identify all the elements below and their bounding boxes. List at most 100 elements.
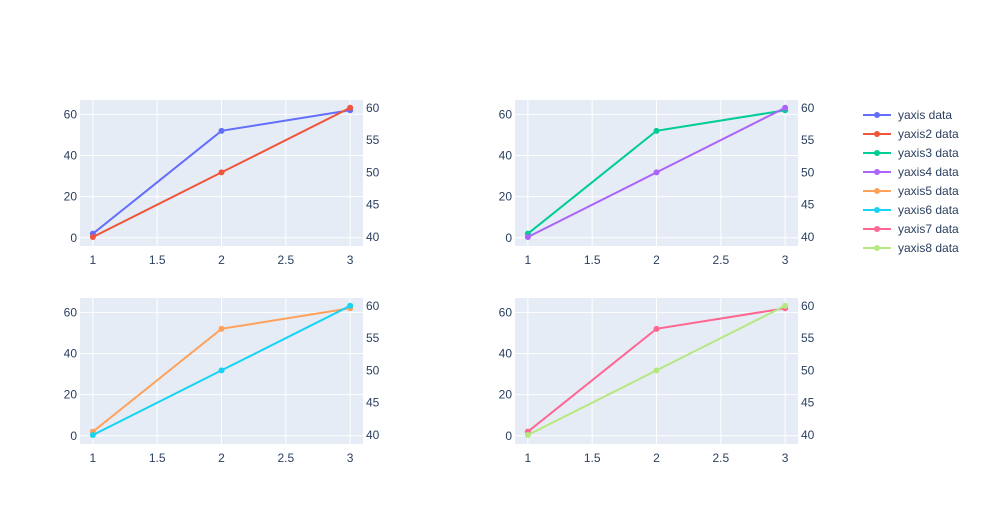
series-point [218,169,225,176]
x-tick-label: 2.5 [712,451,729,465]
legend-item: yaxis data [863,108,952,122]
legend-item: yaxis5 data [863,184,959,198]
y-left-tick-label: 40 [64,149,78,163]
y-left-tick-label: 0 [70,231,77,245]
y-right-tick-label: 50 [801,165,815,179]
x-tick-label: 1 [90,253,97,267]
y-right-tick-label: 45 [366,198,380,212]
y-right-tick-label: 60 [801,299,815,313]
y-left-tick-label: 20 [499,190,513,204]
series-point [653,127,660,134]
y-right-tick-label: 55 [366,331,380,345]
y-left-tick-label: 40 [499,347,513,361]
legend-item: yaxis2 data [863,127,959,141]
subplot-bottom-left: 1 1.5 2 2.5 3 0 20 40 60 40 45 50 55 60 [64,298,380,465]
y-left-tick-label: 60 [499,107,513,121]
x-tick-label: 3 [347,253,354,267]
x-tick-label: 1.5 [149,253,166,267]
series-point [524,431,531,438]
y-left-tick-label: 20 [64,388,78,402]
x-tick-label: 2 [653,451,660,465]
y-right-tick-label: 45 [801,198,815,212]
legend: yaxis data yaxis2 data yaxis3 data yaxis4 d… [863,108,959,255]
series-point [347,302,354,309]
series-point [89,233,96,240]
subplot-bottom-right: 1 1.5 2 2.5 3 0 20 40 60 40 45 50 55 60 [499,298,815,465]
y-left-tick-label: 0 [505,231,512,245]
y-right-tick-label: 50 [366,363,380,377]
subplot-top-right: 1 1.5 2 2.5 3 0 20 40 60 40 45 50 55 60 [499,100,815,267]
legend-swatch-marker [874,226,880,232]
legend-swatch-marker [874,112,880,118]
y-right-tick-label: 40 [801,428,815,442]
y-right-tick-label: 55 [366,133,380,147]
legend-label: yaxis4 data [898,165,959,179]
y-right-tick-label: 50 [366,165,380,179]
y-right-tick-label: 40 [366,428,380,442]
y-left-tick-label: 0 [70,429,77,443]
series-point [782,302,789,309]
x-tick-label: 2 [653,253,660,267]
legend-label: yaxis8 data [898,241,959,255]
legend-label: yaxis6 data [898,203,959,217]
x-tick-label: 1.5 [584,451,601,465]
series-point [653,325,660,332]
x-tick-label: 2 [218,451,225,465]
y-right-tick-label: 60 [366,299,380,313]
series-point [347,104,354,111]
x-tick-label: 3 [782,253,789,267]
subplot-top-left: 1 1.5 2 2.5 3 0 20 40 60 40 45 50 55 60 [64,100,380,267]
series-point [782,104,789,111]
series-point [218,325,225,332]
x-tick-label: 2 [218,253,225,267]
series-point [89,431,96,438]
legend-label: yaxis7 data [898,222,959,236]
y-right-tick-label: 40 [801,230,815,244]
legend-label: yaxis5 data [898,184,959,198]
legend-label: yaxis2 data [898,127,959,141]
legend-swatch-marker [874,131,880,137]
x-tick-label: 2.5 [277,253,294,267]
legend-item: yaxis6 data [863,203,959,217]
legend-swatch-marker [874,169,880,175]
legend-item: yaxis3 data [863,146,959,160]
y-right-tick-label: 40 [366,230,380,244]
y-right-tick-label: 60 [366,101,380,115]
series-point [218,127,225,134]
series-point [653,367,660,374]
series-point [524,233,531,240]
y-left-tick-label: 60 [64,305,78,319]
series-point [653,169,660,176]
legend-item: yaxis4 data [863,165,959,179]
legend-item: yaxis7 data [863,222,959,236]
y-right-tick-label: 50 [801,363,815,377]
y-left-tick-label: 0 [505,429,512,443]
x-tick-label: 1 [525,451,532,465]
x-tick-label: 1.5 [149,451,166,465]
y-left-tick-label: 40 [499,149,513,163]
y-right-tick-label: 45 [366,396,380,410]
x-tick-label: 3 [347,451,354,465]
legend-label: yaxis data [898,108,952,122]
y-left-tick-label: 20 [499,388,513,402]
legend-swatch-marker [874,245,880,251]
x-tick-label: 1 [90,451,97,465]
y-right-tick-label: 60 [801,101,815,115]
legend-label: yaxis3 data [898,146,959,160]
x-tick-label: 1.5 [584,253,601,267]
x-tick-label: 2.5 [712,253,729,267]
y-left-tick-label: 40 [64,347,78,361]
series-point [218,367,225,374]
legend-swatch-marker [874,188,880,194]
y-left-tick-label: 60 [499,305,513,319]
legend-swatch-marker [874,150,880,156]
y-right-tick-label: 45 [801,396,815,410]
x-tick-label: 3 [782,451,789,465]
x-tick-label: 2.5 [277,451,294,465]
legend-swatch-marker [874,207,880,213]
y-left-tick-label: 60 [64,107,78,121]
y-right-tick-label: 55 [801,331,815,345]
y-left-tick-label: 20 [64,190,78,204]
x-tick-label: 1 [525,253,532,267]
